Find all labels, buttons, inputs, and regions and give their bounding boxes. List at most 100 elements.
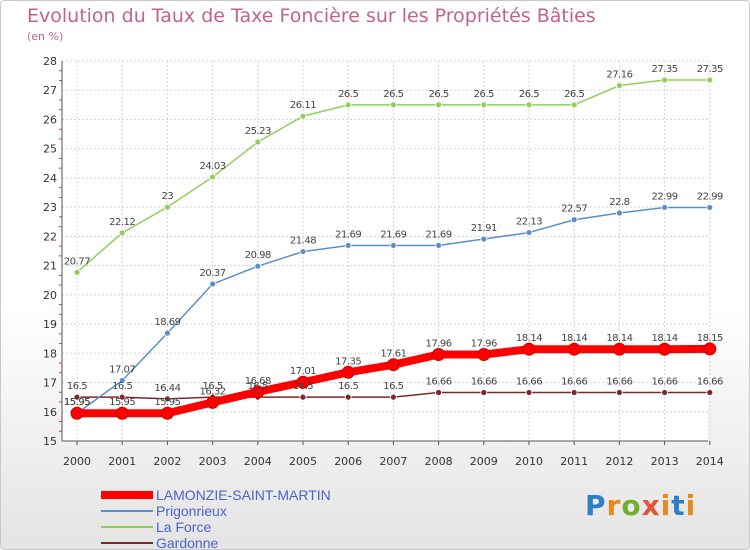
legend-label: Gardonne — [156, 535, 219, 550]
data-point — [706, 204, 714, 211]
x-tick-label: 2003 — [199, 455, 227, 468]
data-label: 22.99 — [697, 191, 723, 202]
data-point — [296, 375, 310, 389]
proxiti-logo: Proxiti — [585, 489, 697, 522]
x-tick-label: 2000 — [63, 455, 91, 468]
data-point — [254, 138, 262, 146]
data-label: 16.66 — [471, 376, 497, 387]
x-tick-label: 2011 — [560, 455, 588, 468]
y-tick-label: 20 — [43, 289, 57, 302]
data-point — [344, 242, 352, 249]
data-point — [480, 389, 488, 396]
data-point — [661, 204, 668, 211]
data-label: 16.66 — [426, 376, 452, 387]
data-point — [386, 358, 400, 372]
legend-label: LAMONZIE-SAINT-MARTIN — [156, 487, 331, 503]
data-label: 18.14 — [561, 333, 587, 344]
data-point — [661, 76, 668, 84]
data-label: 18.69 — [154, 317, 180, 328]
data-point — [435, 242, 443, 249]
plot-area — [62, 61, 708, 441]
legend-swatch — [101, 542, 153, 544]
data-point — [522, 342, 536, 356]
data-point — [480, 101, 488, 109]
data-point — [163, 329, 171, 337]
data-point — [661, 389, 668, 396]
data-point — [525, 229, 533, 236]
data-label: 22.13 — [516, 217, 542, 228]
data-point — [299, 248, 307, 255]
data-point — [525, 101, 533, 109]
data-label: 27.16 — [606, 70, 632, 81]
data-point — [115, 406, 129, 420]
y-tick-label: 18 — [43, 347, 57, 360]
x-tick-label: 2007 — [379, 455, 407, 468]
legend-swatch — [101, 491, 153, 499]
x-tick-label: 2002 — [153, 455, 181, 468]
data-label: 20.37 — [200, 268, 226, 279]
data-label: 21.48 — [290, 236, 316, 247]
data-label: 20.77 — [64, 256, 90, 267]
data-label: 21.69 — [380, 229, 406, 240]
data-point — [299, 112, 307, 120]
data-label: 21.91 — [471, 223, 497, 234]
data-label: 16.5 — [248, 381, 268, 392]
y-tick-label: 22 — [43, 230, 57, 243]
y-tick-label: 26 — [43, 113, 57, 126]
x-tick-label: 2013 — [651, 455, 679, 468]
x-tick-label: 2008 — [425, 455, 453, 468]
data-point — [209, 280, 217, 288]
data-label: 26.5 — [564, 89, 584, 100]
data-label: 22.12 — [109, 217, 135, 228]
y-tick-label: 23 — [43, 201, 57, 214]
data-point — [616, 209, 623, 217]
data-point — [341, 365, 355, 379]
data-point — [435, 101, 443, 109]
data-label: 15.95 — [154, 397, 180, 408]
data-point — [389, 393, 397, 401]
data-point — [570, 389, 578, 396]
data-label: 16.5 — [202, 381, 222, 392]
data-point — [612, 342, 626, 356]
data-label: 24.03 — [200, 161, 226, 172]
data-point — [706, 389, 714, 396]
data-point — [616, 389, 623, 396]
data-label: 21.69 — [426, 229, 452, 240]
data-label: 26.5 — [428, 89, 448, 100]
data-label: 21.69 — [335, 229, 361, 240]
data-label: 17.96 — [471, 338, 497, 349]
data-label: 16.66 — [561, 376, 587, 387]
data-label: 18.14 — [652, 333, 678, 344]
data-label: 16.5 — [112, 381, 132, 392]
data-label: 16.32 — [200, 386, 226, 397]
legend-swatch — [101, 526, 153, 528]
data-label: 22.8 — [609, 197, 629, 208]
data-label: 25.23 — [245, 126, 271, 137]
data-point — [254, 262, 262, 270]
x-tick-label: 2001 — [108, 455, 136, 468]
data-label: 22.57 — [561, 204, 587, 215]
data-point — [344, 393, 352, 401]
data-label: 16.66 — [697, 376, 723, 387]
data-label: 18.14 — [516, 333, 542, 344]
data-label: 18.14 — [606, 333, 632, 344]
data-point — [160, 406, 174, 420]
y-tick-label: 28 — [43, 55, 57, 68]
y-tick-label: 19 — [43, 318, 57, 331]
y-tick-label: 25 — [43, 143, 57, 156]
data-label: 15.95 — [64, 397, 90, 408]
data-label: 26.5 — [338, 89, 358, 100]
data-label: 15.95 — [64, 397, 90, 408]
data-point — [480, 235, 488, 243]
data-point — [616, 82, 623, 89]
data-point — [432, 347, 446, 361]
data-label: 16.44 — [154, 383, 180, 394]
data-point — [70, 406, 84, 420]
y-tick-label: 24 — [43, 172, 57, 185]
chart-title: Evolution du Taux de Taxe Foncière sur l… — [27, 5, 596, 27]
data-label: 26.5 — [383, 89, 403, 100]
data-point — [209, 173, 217, 181]
data-point — [299, 393, 307, 401]
